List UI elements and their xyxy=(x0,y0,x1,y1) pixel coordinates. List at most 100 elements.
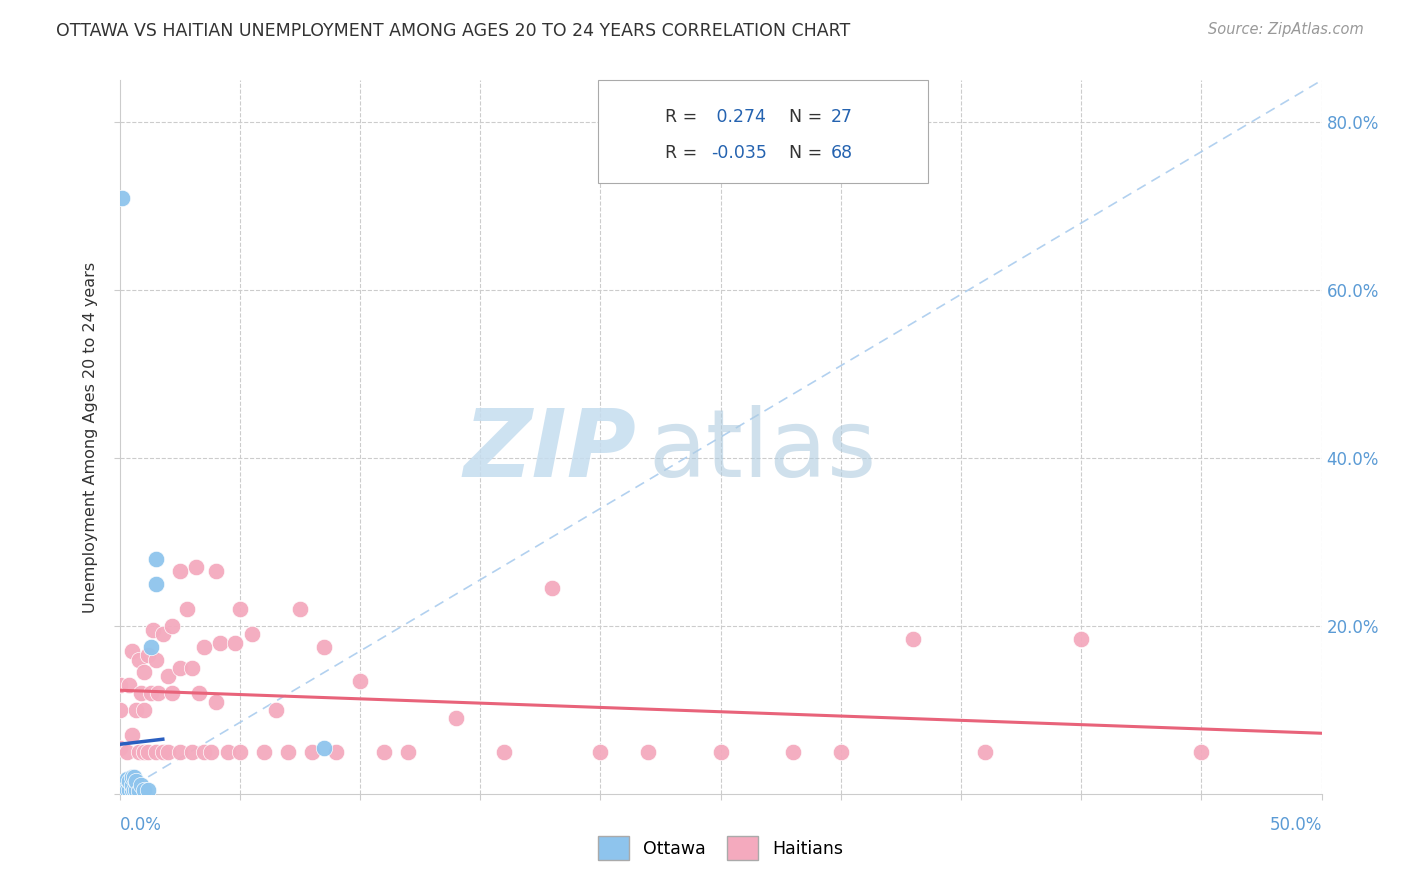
Point xyxy=(128,784,150,798)
Point xyxy=(108,779,131,793)
Point xyxy=(112,774,135,789)
Point xyxy=(396,745,419,759)
Point xyxy=(1070,632,1092,646)
Point xyxy=(312,740,335,755)
Point xyxy=(125,782,148,797)
Point xyxy=(108,784,131,798)
Point xyxy=(122,770,145,784)
Point xyxy=(709,745,731,759)
Text: ZIP: ZIP xyxy=(464,405,637,498)
Point xyxy=(129,686,152,700)
Point xyxy=(228,745,252,759)
Point xyxy=(138,782,160,797)
Point xyxy=(253,745,276,759)
Point xyxy=(312,640,335,654)
Point xyxy=(169,565,191,579)
Text: 27: 27 xyxy=(831,108,853,126)
Point xyxy=(132,745,155,759)
Text: Source: ZipAtlas.com: Source: ZipAtlas.com xyxy=(1208,22,1364,37)
Point xyxy=(589,745,612,759)
Text: OTTAWA VS HAITIAN UNEMPLOYMENT AMONG AGES 20 TO 24 YEARS CORRELATION CHART: OTTAWA VS HAITIAN UNEMPLOYMENT AMONG AGE… xyxy=(56,22,851,40)
Point xyxy=(118,774,141,789)
Point xyxy=(118,782,141,797)
Point xyxy=(145,577,167,591)
Point xyxy=(264,703,287,717)
Point xyxy=(112,784,135,798)
Point xyxy=(156,745,179,759)
Point xyxy=(193,640,215,654)
Point xyxy=(152,627,174,641)
Point xyxy=(288,602,311,616)
Point xyxy=(122,782,145,797)
Point xyxy=(204,694,226,708)
Point xyxy=(121,782,143,797)
Point xyxy=(132,665,155,680)
Point xyxy=(139,686,162,700)
Text: 68: 68 xyxy=(831,145,853,162)
Point xyxy=(169,661,191,675)
Point xyxy=(108,678,131,692)
Point xyxy=(162,619,184,633)
Point xyxy=(1189,745,1212,759)
Point xyxy=(180,661,202,675)
Y-axis label: Unemployment Among Ages 20 to 24 years: Unemployment Among Ages 20 to 24 years xyxy=(83,261,98,613)
Point xyxy=(782,745,804,759)
Point xyxy=(121,728,143,742)
Point xyxy=(240,627,263,641)
Point xyxy=(132,782,155,797)
Point xyxy=(129,779,152,793)
Point xyxy=(145,551,167,566)
Point xyxy=(108,740,131,755)
Point xyxy=(121,770,143,784)
Text: 0.0%: 0.0% xyxy=(120,816,162,834)
Point xyxy=(180,745,202,759)
Point xyxy=(204,565,226,579)
Point xyxy=(162,686,184,700)
Text: 50.0%: 50.0% xyxy=(1270,816,1322,834)
Point xyxy=(121,644,143,658)
Point xyxy=(277,745,299,759)
Text: N =: N = xyxy=(778,108,827,126)
Point xyxy=(142,623,165,637)
Point xyxy=(444,711,467,725)
Text: R =: R = xyxy=(665,108,703,126)
Point xyxy=(128,745,150,759)
Point xyxy=(125,703,148,717)
Point xyxy=(541,581,564,595)
Text: R =: R = xyxy=(665,145,703,162)
Point xyxy=(176,602,198,616)
Point xyxy=(209,636,232,650)
Point xyxy=(193,745,215,759)
Point xyxy=(138,648,160,663)
Text: N =: N = xyxy=(778,145,827,162)
Point xyxy=(373,745,395,759)
Point xyxy=(156,669,179,683)
Point xyxy=(108,703,131,717)
Point xyxy=(349,673,371,688)
Point xyxy=(200,745,222,759)
Point xyxy=(139,640,162,654)
Point xyxy=(132,703,155,717)
Point xyxy=(186,560,208,574)
Point xyxy=(224,636,246,650)
Point xyxy=(145,745,167,759)
Point xyxy=(169,745,191,759)
Point xyxy=(118,678,141,692)
Text: -0.035: -0.035 xyxy=(711,145,768,162)
Point xyxy=(830,745,852,759)
Point xyxy=(115,745,138,759)
Text: 0.274: 0.274 xyxy=(711,108,766,126)
Legend: Ottawa, Haitians: Ottawa, Haitians xyxy=(591,829,851,867)
Point xyxy=(115,782,138,797)
Point xyxy=(138,745,160,759)
Point xyxy=(301,745,323,759)
Point xyxy=(111,777,134,791)
Point xyxy=(121,779,143,793)
Point xyxy=(111,782,134,797)
Point xyxy=(637,745,659,759)
Point xyxy=(125,774,148,789)
Point xyxy=(494,745,516,759)
Point xyxy=(228,602,252,616)
Point xyxy=(901,632,924,646)
Point xyxy=(111,191,134,205)
